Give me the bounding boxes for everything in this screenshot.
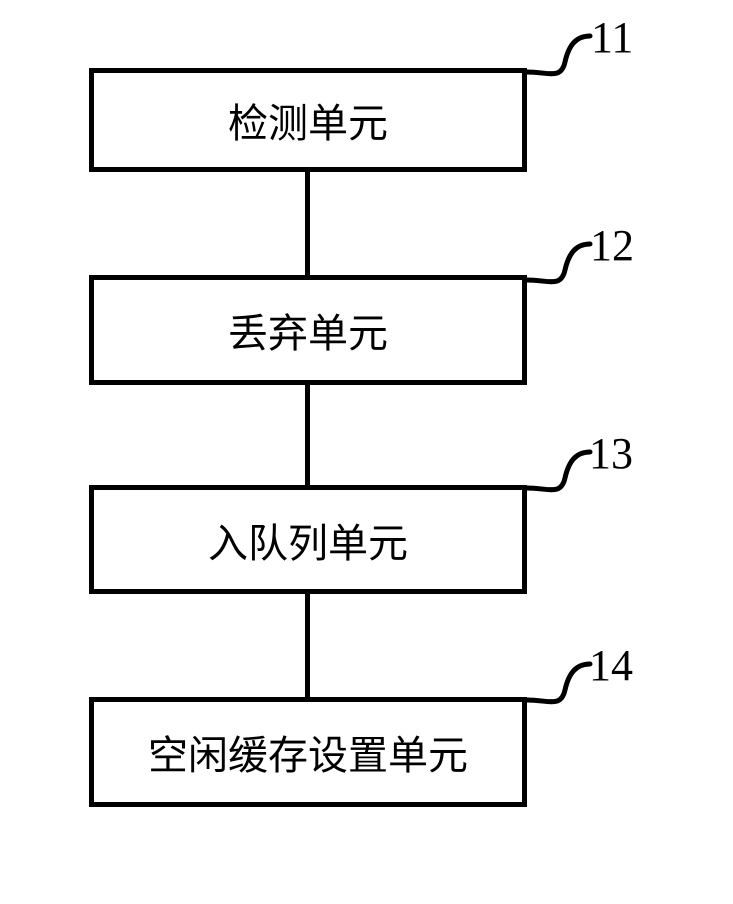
node-label: 空闲缓存设置单元 xyxy=(148,723,468,781)
node-label: 检测单元 xyxy=(228,91,388,149)
node-label: 入队列单元 xyxy=(208,511,408,569)
tag-label-13: 13 xyxy=(589,428,633,479)
diagram-canvas: 检测单元 丢弃单元 入队列单元 空闲缓存设置单元 11 12 13 14 xyxy=(0,0,733,904)
edge-n1-n2 xyxy=(305,172,310,275)
tag-text: 12 xyxy=(590,221,634,270)
node-discard-unit: 丢弃单元 xyxy=(89,275,527,385)
node-label: 丢弃单元 xyxy=(228,301,388,359)
tag-text: 14 xyxy=(589,641,633,690)
node-idle-cache-setting-unit: 空闲缓存设置单元 xyxy=(89,697,527,807)
tag-label-14: 14 xyxy=(589,640,633,691)
tag-text: 13 xyxy=(589,429,633,478)
tag-text: 11 xyxy=(591,13,633,62)
tag-label-12: 12 xyxy=(590,220,634,271)
node-detection-unit: 检测单元 xyxy=(89,68,527,172)
node-enqueue-unit: 入队列单元 xyxy=(89,485,527,594)
edge-n2-n3 xyxy=(305,385,310,485)
tag-label-11: 11 xyxy=(591,12,633,63)
edge-n3-n4 xyxy=(305,594,310,697)
